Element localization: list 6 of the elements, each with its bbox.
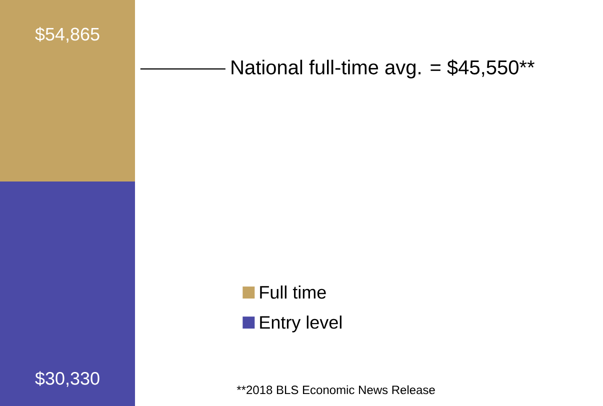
- legend-label: Full time: [260, 286, 326, 299]
- text: **2018 BLS Economic News Release: [236, 385, 435, 394]
- total-label: $54,865: [35, 27, 100, 43]
- ref-line-label: National full-time avg. = $45,550**: [232, 59, 534, 78]
- data-label: $30,330: [35, 371, 100, 387]
- legend-label: Entry level: [260, 316, 342, 332]
